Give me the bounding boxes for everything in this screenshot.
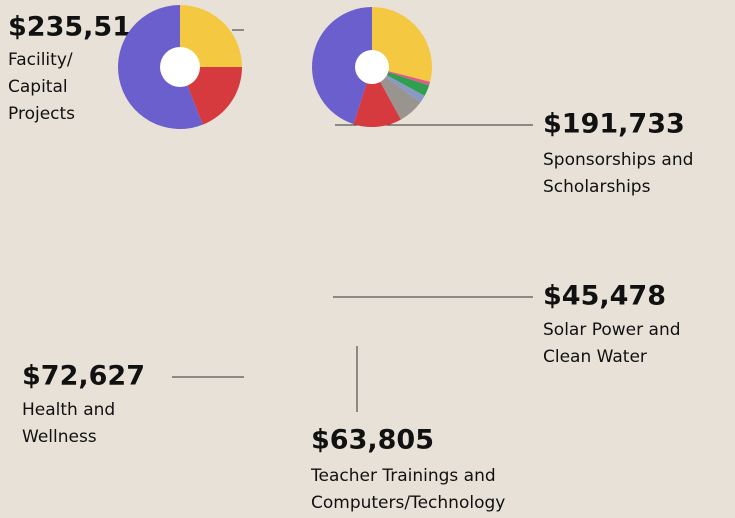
pie-slice — [312, 7, 372, 125]
amount: $45,478 — [543, 281, 666, 312]
category-label: Solar Power and — [543, 320, 681, 340]
category-label: Teacher Trainings and — [310, 466, 496, 486]
amount: $191,733 — [543, 109, 685, 140]
category-label: Computers/Technology — [311, 493, 505, 513]
pie-slice — [180, 5, 242, 67]
category-label: Clean Water — [543, 347, 647, 367]
pie-slice — [372, 67, 421, 120]
pie-slice — [353, 67, 401, 127]
category-label: Wellness — [22, 427, 97, 447]
category-label: Sponsorships and — [543, 150, 693, 170]
category-label: Capital — [8, 77, 68, 97]
pie-slice — [180, 67, 242, 125]
donut-hole — [160, 47, 200, 87]
category-label: Projects — [8, 104, 75, 124]
category-label: Scholarships — [543, 177, 651, 197]
amount: $72,627 — [22, 361, 145, 392]
amount: $235,51 — [8, 12, 131, 43]
amount: $63,805 — [311, 425, 434, 456]
donut-hole — [355, 50, 389, 84]
category-label: Health and — [22, 400, 115, 420]
category-label: Facility/ — [8, 50, 73, 70]
